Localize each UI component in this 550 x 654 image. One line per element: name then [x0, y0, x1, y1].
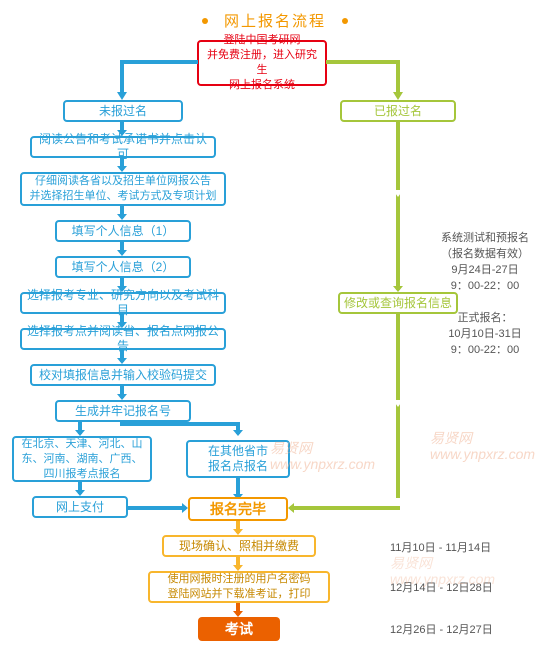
note-periods: 系统测试和预报名 （报名数据有效） 9月24日-27日 9：00-22：00 正… [430, 230, 540, 358]
node-l9: 生成并牢记报名号 [55, 400, 191, 422]
start-node: 登陆中国考研网 并免费注册，进入研究生 网上报名系统 [197, 40, 327, 86]
node-y1: 现场确认、照相并缴费 [162, 535, 316, 557]
arrow [393, 400, 403, 407]
line [120, 60, 198, 64]
node-y2: 使用网报时注册的用户名密码 登陆网站并下载准考证，打印 [148, 571, 330, 603]
node-l8: 校对填报信息并输入校验码提交 [30, 364, 216, 386]
dot [202, 18, 208, 24]
node-lb: 在其他省市 报名点报名 [186, 440, 290, 478]
line [128, 506, 186, 510]
arrow [393, 92, 403, 100]
node-la: 在北京、天津、河北、山东、河南、湖南、广西、四川报考点报名 [12, 436, 152, 482]
arrow [117, 92, 127, 100]
arrow [393, 190, 403, 197]
line [120, 422, 240, 426]
exam-node: 考试 [198, 617, 280, 641]
node-l2: 阅读公告和考试承诺书并点击认可 [30, 136, 216, 158]
node-l5: 填写个人信息（2） [55, 256, 191, 278]
dot [342, 18, 348, 24]
node-l4: 填写个人信息（1） [55, 220, 191, 242]
node-r1: 已报过名 [340, 100, 456, 122]
arrow [233, 430, 243, 436]
page-title: 网上报名流程 [224, 10, 326, 31]
watermark: 易贤网 www.ynpxrz.com [430, 430, 535, 462]
line [396, 60, 400, 95]
arrow [288, 503, 294, 513]
node-lc: 网上支付 [32, 496, 128, 518]
line [290, 506, 400, 510]
note-d2: 12月14日 - 12日28日 [390, 580, 493, 596]
note-d3: 12月26日 - 12月27日 [390, 622, 493, 638]
done-node: 报名完毕 [188, 497, 288, 521]
node-l1: 未报过名 [63, 100, 183, 122]
line [396, 122, 400, 290]
line [326, 60, 400, 64]
node-l3: 仔细阅读各省以及招生单位网报公告 并选择招生单位、考试方式及专项计划 [20, 172, 226, 206]
node-l7: 选择报考点并阅读省、报名点网报公告 [20, 328, 226, 350]
note-d1: 11月10日 - 11月14日 [390, 540, 491, 556]
line [120, 60, 124, 95]
node-l6: 选择报考专业、研究方向以及考试科目 [20, 292, 226, 314]
